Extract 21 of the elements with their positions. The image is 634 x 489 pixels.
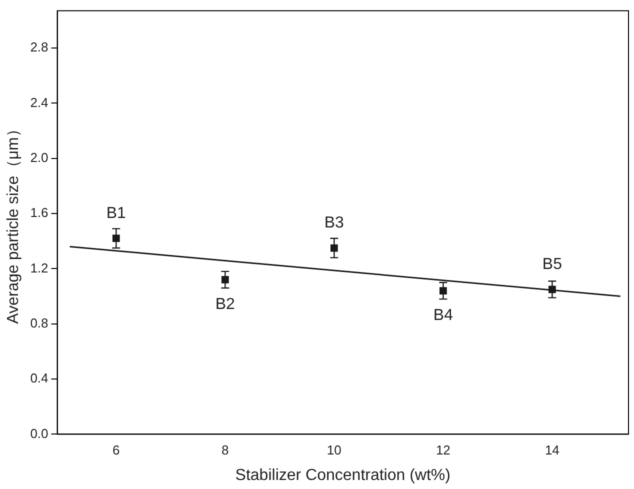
- annotation: B1: [106, 204, 126, 222]
- y-tick-label: 1.2: [30, 260, 48, 276]
- annotation: B4: [433, 307, 454, 324]
- y-axis-title: Average particle size（μm）: [5, 121, 22, 324]
- y-tick-label: 1.6: [30, 205, 48, 220]
- x-tick-label: 8: [222, 442, 229, 458]
- y-tick-label: 0.4: [30, 370, 48, 386]
- x-tick-label: 10: [326, 442, 342, 458]
- annotation: B3: [324, 214, 344, 232]
- x-tick-label: 12: [436, 442, 450, 458]
- annotation: B5: [542, 256, 562, 273]
- y-tick-label: 2.8: [30, 40, 48, 55]
- x-tick-label: 14: [544, 442, 560, 458]
- y-tick-label: 0.0: [30, 426, 48, 441]
- point: [112, 234, 120, 242]
- y-tick-label: 2.0: [30, 150, 48, 165]
- y-tick-label: 2.4: [30, 94, 48, 110]
- annotation: B2: [215, 296, 236, 314]
- x-tick-label: 6: [112, 442, 120, 458]
- y-tick-label: 0.8: [30, 315, 48, 330]
- x-axis-title: Stabilizer Concentration (wt%): [235, 466, 450, 484]
